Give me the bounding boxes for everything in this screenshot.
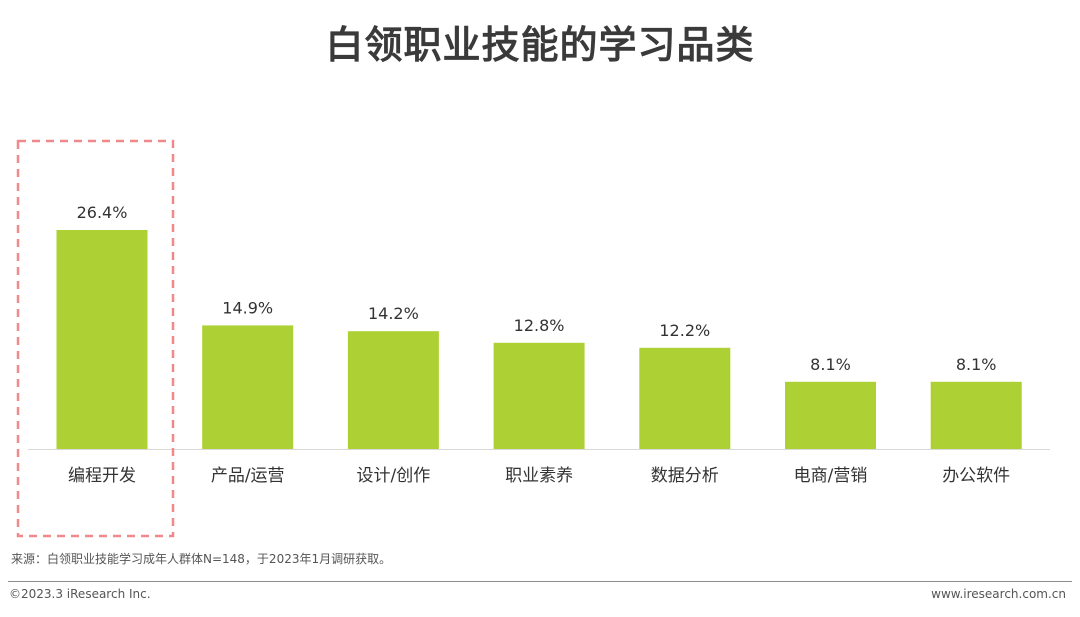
- category-label: 电商/营销: [794, 466, 868, 486]
- data-label: 14.9%: [222, 298, 273, 317]
- bar: [347, 331, 439, 449]
- data-label: 12.8%: [514, 316, 565, 335]
- bar: [493, 342, 585, 449]
- data-label: 26.4%: [77, 203, 128, 222]
- category-label: 职业素养: [505, 466, 573, 486]
- chart-title: 白领职业技能的学习品类: [325, 23, 755, 67]
- bar: [639, 347, 731, 449]
- bar: [785, 381, 876, 449]
- website-text: www.iresearch.com.cn: [931, 587, 1066, 601]
- category-label: 数据分析: [651, 466, 719, 486]
- bar: [56, 230, 148, 449]
- source-note: 来源：白领职业技能学习成年人群体N=148，于2023年1月调研获取。: [11, 552, 392, 566]
- data-label: 8.1%: [810, 355, 851, 374]
- data-label: 14.2%: [368, 304, 419, 323]
- copyright-text: ©2023.3 iResearch Inc.: [9, 587, 151, 601]
- footer-divider: [8, 581, 1072, 582]
- bar: [930, 381, 1022, 449]
- category-label: 设计/创作: [357, 466, 431, 486]
- category-label: 产品/运营: [211, 466, 285, 486]
- highlight-box: [16, 139, 175, 538]
- category-label: 编程开发: [68, 466, 136, 486]
- data-label: 12.2%: [659, 321, 710, 340]
- bar: [202, 325, 294, 449]
- data-label: 8.1%: [956, 355, 997, 374]
- category-label: 办公软件: [942, 466, 1010, 486]
